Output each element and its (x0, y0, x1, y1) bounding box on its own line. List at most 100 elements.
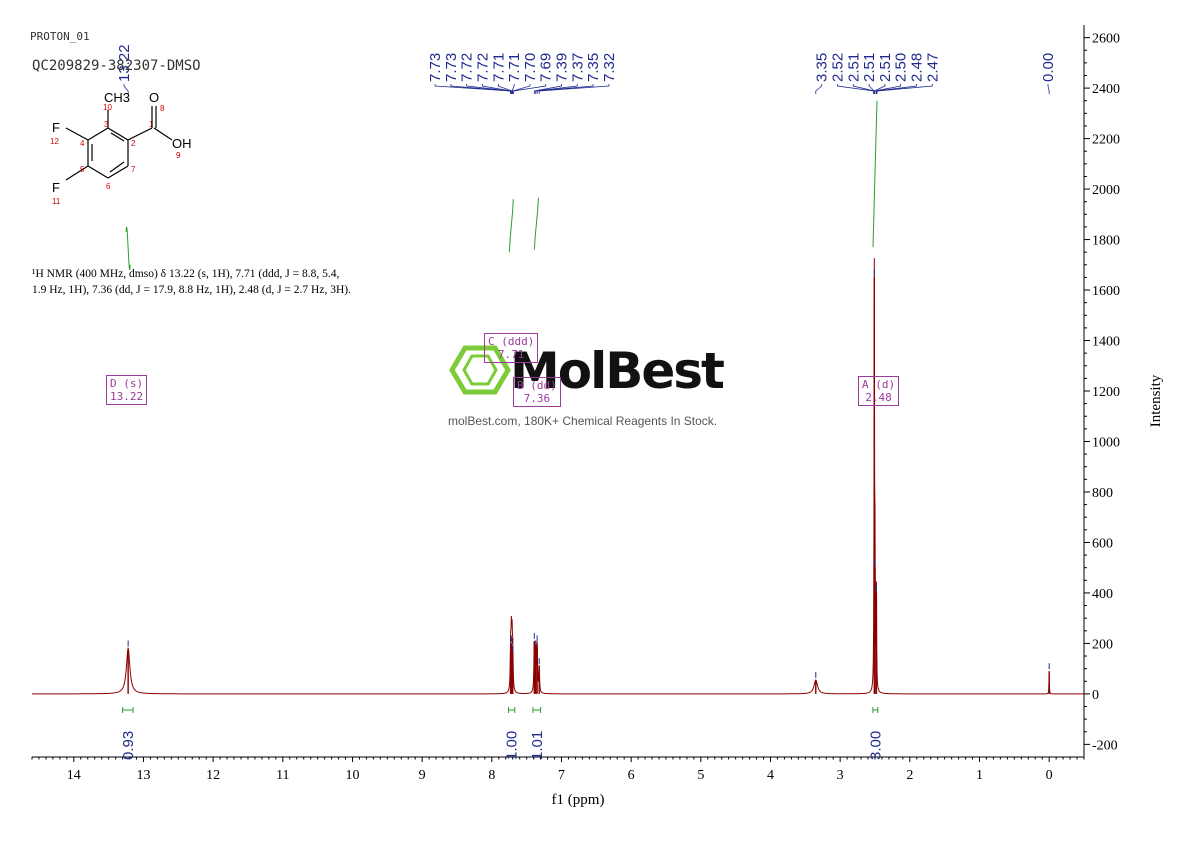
peak-label: 7.70 (522, 53, 539, 82)
y-tick-label: 2600 (1092, 32, 1120, 47)
sample-label: QC209829-382307-DMSO (32, 58, 201, 74)
bond-4-12 (65, 127, 89, 141)
x-tick-label: 9 (419, 768, 426, 783)
atom-number: 12 (50, 137, 59, 146)
peak-label-leader (815, 84, 823, 94)
atom-oh: OH (172, 136, 192, 151)
bond-5-11 (65, 165, 89, 181)
integral-curve (872, 100, 878, 248)
multiplet-value: 13.22 (110, 390, 144, 403)
atom-number: 9 (176, 151, 181, 160)
nmr-description-line1: ¹H NMR (400 MHz, dmso) δ 13.22 (s, 1H), … (32, 268, 340, 280)
y-tick-label: 1600 (1092, 284, 1120, 299)
atom-ch3: CH3 (104, 90, 130, 105)
peak-label-leader (535, 84, 578, 94)
peak-label: 7.39 (554, 53, 571, 82)
x-tick-label: 1 (976, 768, 983, 783)
integral-value: 0.93 (120, 731, 137, 760)
multiplet-box-a: A (d) 2.48 (858, 376, 900, 406)
watermark-logo: MolBest (510, 342, 725, 400)
peak-label: 2.48 (909, 53, 926, 82)
x-tick-label: 11 (276, 768, 289, 783)
integral-value: 1.01 (529, 731, 546, 760)
peak-label-leader (874, 84, 902, 94)
atom-numbers: 10 3 8 1 2 4 12 9 7 5 6 11 (50, 103, 181, 206)
atom-number: 8 (160, 104, 165, 113)
spectrum-trace (32, 258, 1084, 695)
x-tick-label: 0 (1046, 768, 1053, 783)
peak-label-leader (875, 84, 917, 94)
y-tick-label: 2200 (1092, 133, 1120, 148)
y-tick-label: 1400 (1092, 335, 1120, 350)
y-tick-label: 2000 (1092, 183, 1120, 198)
peak-label-leader (533, 84, 562, 94)
atom-number: 5 (80, 165, 85, 174)
integral-curve (533, 197, 539, 250)
multiplet-label: A (d) (862, 378, 896, 391)
peak-label: 7.71 (506, 53, 523, 82)
atom-number: 7 (131, 165, 136, 174)
multiplet-box-d: D (s) 13.22 (106, 375, 148, 405)
peak-label-leader (123, 84, 129, 94)
peak-label: 2.51 (861, 53, 878, 82)
atom-o-carbonyl: O (149, 90, 159, 105)
peak-label: 7.69 (538, 53, 555, 82)
y-tick-label: 400 (1092, 587, 1113, 602)
peak-label: 7.37 (569, 53, 586, 82)
multiplet-box-b: B (dd) 7.36 (513, 377, 561, 407)
peak-label: 7.32 (601, 53, 618, 82)
multiplet-box-c: C (ddd) 7.71 (484, 333, 539, 363)
y-axis-label: Intensity (1148, 374, 1164, 427)
atom-number: 2 (131, 139, 136, 148)
peak-label: 2.50 (893, 53, 910, 82)
x-tick-label: 3 (837, 768, 844, 783)
peak-label-leader (538, 84, 610, 94)
peak-label-leader (513, 84, 547, 94)
experiment-label: PROTON_01 (30, 30, 90, 43)
peak-label: 0.00 (1040, 53, 1057, 82)
peak-label: 2.51 (845, 53, 862, 82)
nmr-description: ¹H NMR (400 MHz, dmso) δ 13.22 (s, 1H), … (32, 266, 452, 298)
peak-label-leader (511, 84, 515, 94)
multiplet-value: 7.36 (523, 392, 551, 405)
x-tick-label: 10 (345, 768, 359, 783)
watermark-tagline: molBest.com, 180K+ Chemical Reagents In … (448, 414, 718, 428)
atom-f-top: F (52, 120, 60, 135)
bond-3-2 (107, 127, 129, 141)
peak-label: 7.35 (585, 53, 602, 82)
peak-label-leader (873, 84, 886, 94)
atom-number: 11 (52, 197, 61, 206)
atom-f-bottom: F (52, 180, 60, 195)
x-axis-label: f1 (ppm) (552, 792, 605, 808)
integral-value: 3.00 (867, 731, 884, 760)
x-tick-label: 6 (628, 768, 635, 783)
bond-6-5 (87, 165, 109, 179)
peak-label: 7.73 (427, 53, 444, 82)
y-tick-label: 600 (1092, 536, 1113, 551)
x-tick-label: 8 (488, 768, 495, 783)
x-tick-label: 14 (67, 768, 81, 783)
peak-label-leader (1047, 84, 1050, 94)
bond-1-9 (153, 127, 173, 141)
integral-curve (125, 226, 131, 270)
watermark-logo-mark (449, 345, 511, 395)
integral-curves: 0.93 1.00 1.01 3.00 (120, 100, 884, 760)
multiplet-value: 7.71 (497, 348, 525, 361)
peak-label-leader (536, 84, 594, 94)
y-tick-label: 1800 (1092, 234, 1120, 249)
x-tick-label: 2 (906, 768, 913, 783)
peak-label: 3.35 (814, 53, 831, 82)
x-tick-label: 4 (767, 768, 774, 783)
peak-label: 7.73 (443, 53, 460, 82)
peak-label: 2.52 (830, 53, 847, 82)
integral-value: 1.00 (504, 731, 521, 760)
peak-label: 7.72 (459, 53, 476, 82)
y-tick-label: 800 (1092, 486, 1113, 501)
peak-label-leader (482, 84, 512, 94)
bond-4-3 (87, 127, 109, 141)
y-tick-label: 1200 (1092, 385, 1120, 400)
atom-number: 1 (149, 120, 154, 129)
y-tick-label: 1000 (1092, 435, 1120, 450)
spectrum-line (32, 258, 1084, 695)
